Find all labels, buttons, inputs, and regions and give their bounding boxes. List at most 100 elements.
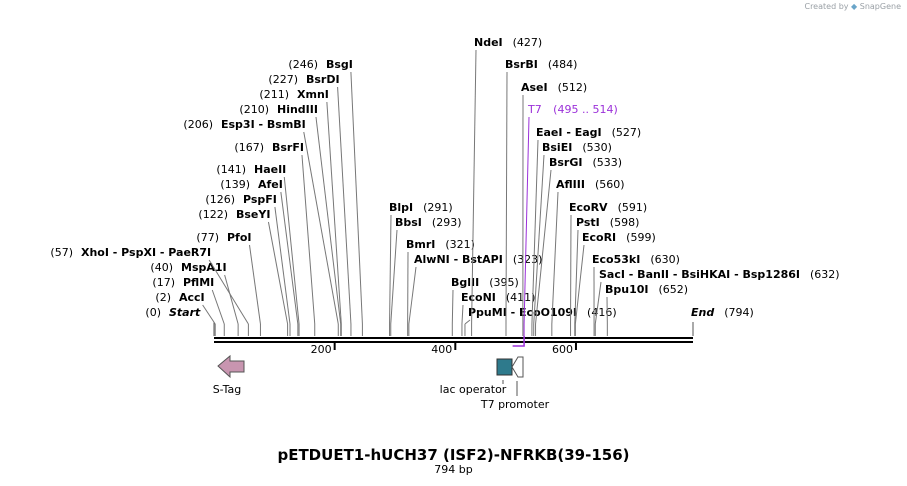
- site-pos-end: (794): [724, 306, 754, 319]
- ruler-label-400: 400: [431, 343, 452, 356]
- leader-line-bsrfi: [301, 154, 316, 325]
- site-pos-acci: (2): [155, 291, 171, 304]
- site-pos-bsiei: (530): [582, 141, 612, 154]
- site-pos-hindiii: (210): [239, 103, 269, 116]
- leader-line-afei: [280, 191, 299, 325]
- leader-line-esp3i-bsmbi: [303, 131, 339, 325]
- leader-line-saci-banii-bsihkai-bsp1286i: [594, 281, 602, 325]
- site-pos-econi: (411): [506, 291, 536, 304]
- site-pos-ecori: (599): [626, 231, 656, 244]
- site-name-bseyi: BseYI: [236, 208, 270, 221]
- site-name-asei: AseI: [521, 81, 548, 94]
- leader-line-econi: [461, 304, 464, 325]
- leader-line-hindiii: [315, 116, 342, 325]
- leader-line-bsrbi: [505, 71, 508, 325]
- site-name-hindiii: HindIII: [277, 103, 318, 116]
- feature-s-tag-label: S-Tag: [213, 383, 242, 396]
- site-name-psti: PstI: [576, 216, 600, 229]
- site-name-bsrfi: BsrFI: [272, 141, 304, 154]
- site-name-xmni: XmnI: [297, 88, 329, 101]
- site-name-ndei: NdeI: [474, 36, 503, 49]
- leader-line-alwni-bstapi: [408, 266, 417, 325]
- leader-line-bsiei: [533, 154, 545, 325]
- site-pos-start: (0): [145, 306, 161, 319]
- site-name-afei: AfeI: [258, 178, 283, 191]
- feature-t7-promoter-label: T7 promoter: [480, 398, 550, 411]
- site-name-xhoi-pspxi-paer7i: XhoI - PspXI - PaeR7I: [81, 246, 211, 259]
- credit-text: Created by: [804, 2, 849, 11]
- site-name-eaei-eagi: EaeI - EagI: [536, 126, 602, 139]
- snapgene-credit: Created by ◆ SnapGene: [804, 2, 901, 11]
- site-pos-blpi: (291): [423, 201, 453, 214]
- site-name-alwni-bstapi: AlwNI - BstAPI: [414, 253, 503, 266]
- site-name-haeii: HaeII: [254, 163, 286, 176]
- site-name-ecori: EcoRI: [582, 231, 616, 244]
- plasmid-title: pETDUET1-hUCH37 (ISF2)-NFRKB(39-156): [277, 446, 630, 464]
- site-name-blpi: BlpI: [389, 201, 413, 214]
- site-pos-eaei-eagi: (527): [612, 126, 642, 139]
- site-name-econi: EcoNI: [461, 291, 496, 304]
- leader-line-eaei-eagi: [531, 139, 539, 325]
- leader-line-mspa1i: [224, 274, 239, 325]
- leader-line-pflmi: [211, 289, 225, 325]
- site-name-pfoi: PfoI: [227, 231, 252, 244]
- leader-line-bseyi: [267, 221, 289, 325]
- site-pos-bsrbi: (484): [548, 58, 578, 71]
- site-pos-eco53ki: (630): [650, 253, 680, 266]
- leader-line-xmni: [326, 101, 342, 325]
- site-name-bsrbi: BsrBI: [505, 58, 538, 71]
- leader-line-bbsi: [390, 229, 398, 325]
- site-name-bsrgi: BsrGI: [549, 156, 582, 169]
- site-pos-esp3i-bsmbi: (206): [183, 118, 213, 131]
- site-pos-pflmi: (17): [152, 276, 175, 289]
- site-pos-xhoi-pspxi-paer7i: (57): [50, 246, 73, 259]
- leader-line-bsrgi: [535, 169, 552, 325]
- primer-t7-arrow: [512, 336, 525, 347]
- site-pos-psti: (598): [610, 216, 640, 229]
- leader-line-ppumi-ecoo109i: [464, 319, 471, 325]
- site-pos-saci-banii-bsihkai-bsp1286i: (632): [810, 268, 840, 281]
- site-pos-bbsi: (293): [432, 216, 462, 229]
- site-name-acci: AccI: [179, 291, 205, 304]
- feature-lac-operator-label: lac operator: [440, 383, 507, 396]
- site-name-ecorv: EcoRV: [569, 201, 608, 214]
- brand-text: SnapGene: [859, 2, 901, 11]
- site-pos-mspa1i: (40): [150, 261, 173, 274]
- site-pos-bseyi: (122): [198, 208, 228, 221]
- site-name-afliii: AflIII: [556, 178, 585, 191]
- site-name-t7: T7: [527, 103, 542, 116]
- plasmid-length: 794 bp: [434, 463, 473, 476]
- site-name-bbsi: BbsI: [395, 216, 422, 229]
- site-pos-bsrfi: (167): [234, 141, 264, 154]
- site-name-end: End: [691, 306, 714, 319]
- site-name-pspfi: PspFI: [243, 193, 277, 206]
- site-name-start: Start: [169, 306, 201, 319]
- site-pos-afei: (139): [220, 178, 250, 191]
- site-pos-bmri: (321): [445, 238, 475, 251]
- ruler-label-200: 200: [311, 343, 332, 356]
- site-pos-pspfi: (126): [205, 193, 235, 206]
- leader-line-haeii: [283, 176, 300, 325]
- leader-line-bglii: [451, 289, 454, 325]
- site-name-pflmi: PflMI: [183, 276, 214, 289]
- site-pos-alwni-bstapi: (323): [513, 253, 543, 266]
- leader-line-pspfi: [274, 206, 291, 325]
- site-pos-pfoi: (77): [196, 231, 219, 244]
- site-pos-bsrgi: (533): [592, 156, 622, 169]
- site-pos-asei: (512): [558, 81, 588, 94]
- feature-s-tag-arrow: [217, 354, 245, 379]
- leader-line-bsrdi: [337, 86, 352, 325]
- leader-line-psti: [574, 229, 579, 325]
- site-name-esp3i-bsmbi: Esp3I - BsmBI: [221, 118, 306, 131]
- site-name-bglii: BglII: [451, 276, 479, 289]
- site-pos-bsrdi: (227): [268, 73, 298, 86]
- site-pos-bglii: (395): [489, 276, 519, 289]
- site-pos-ppumi-ecoo109i: (416): [587, 306, 617, 319]
- feature-lac-operator-box: [496, 358, 513, 376]
- leader-line-acci: [202, 304, 216, 325]
- site-pos-afliii: (560): [595, 178, 625, 191]
- site-name-bsgi: BsgI: [326, 58, 353, 71]
- site-name-bpu10i: Bpu10I: [605, 283, 649, 296]
- snapgene-logo-icon: ◆: [851, 2, 858, 11]
